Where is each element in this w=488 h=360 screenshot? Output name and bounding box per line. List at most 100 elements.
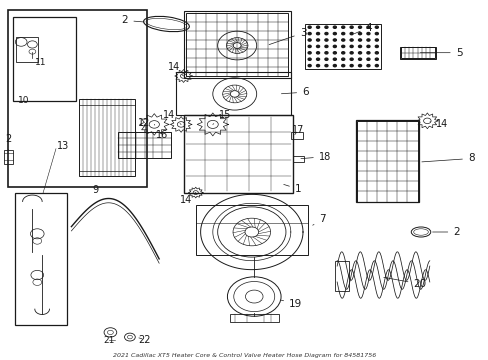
Bar [195, 205, 307, 255]
Circle shape [375, 64, 378, 67]
Circle shape [375, 52, 378, 54]
Text: 9: 9 [93, 185, 99, 195]
Text: 22: 22 [138, 334, 150, 345]
Circle shape [307, 52, 310, 54]
Text: 12: 12 [138, 118, 150, 132]
Bar [176, 72, 290, 116]
Circle shape [375, 32, 378, 35]
Bar [305, 24, 380, 69]
Text: 19: 19 [281, 299, 302, 309]
Circle shape [375, 58, 378, 60]
Bar [355, 120, 418, 202]
Text: 8: 8 [421, 153, 473, 163]
Circle shape [316, 64, 319, 67]
Circle shape [307, 58, 310, 60]
Circle shape [366, 58, 369, 60]
Circle shape [324, 52, 327, 54]
Circle shape [366, 39, 369, 41]
Circle shape [333, 39, 336, 41]
Text: 4: 4 [354, 23, 371, 34]
Circle shape [341, 52, 344, 54]
Bar [15, 193, 66, 325]
Circle shape [316, 32, 319, 35]
Circle shape [324, 39, 327, 41]
Bar [356, 121, 417, 202]
Circle shape [333, 58, 336, 60]
Circle shape [366, 52, 369, 54]
Text: 10: 10 [18, 96, 29, 105]
Circle shape [349, 32, 352, 35]
Circle shape [316, 26, 319, 28]
Circle shape [349, 39, 352, 41]
Circle shape [349, 64, 352, 67]
Bar [400, 47, 434, 58]
Circle shape [307, 32, 310, 35]
Circle shape [307, 45, 310, 48]
Circle shape [358, 58, 361, 60]
Bar [8, 10, 147, 187]
Circle shape [316, 45, 319, 48]
Circle shape [358, 26, 361, 28]
Bar [399, 46, 435, 59]
Circle shape [358, 39, 361, 41]
Circle shape [324, 26, 327, 28]
Circle shape [307, 64, 310, 67]
Text: 18: 18 [300, 152, 330, 162]
Text: 7: 7 [312, 215, 325, 225]
Circle shape [375, 26, 378, 28]
Text: 2: 2 [122, 15, 144, 26]
Bar [183, 12, 290, 78]
Circle shape [358, 45, 361, 48]
Circle shape [341, 58, 344, 60]
Bar [3, 149, 13, 164]
Circle shape [316, 52, 319, 54]
Circle shape [341, 26, 344, 28]
Circle shape [333, 32, 336, 35]
Text: 11: 11 [35, 58, 46, 67]
Text: 13: 13 [57, 141, 69, 151]
Bar [16, 37, 38, 62]
Text: 21: 21 [103, 336, 114, 345]
Bar [183, 116, 293, 193]
Circle shape [333, 45, 336, 48]
Bar [185, 13, 288, 76]
Circle shape [307, 39, 310, 41]
Circle shape [333, 26, 336, 28]
Circle shape [316, 39, 319, 41]
Text: 14: 14 [180, 193, 195, 205]
Text: 5: 5 [420, 48, 462, 58]
Circle shape [366, 32, 369, 35]
Circle shape [375, 45, 378, 48]
Circle shape [349, 58, 352, 60]
Text: 15: 15 [212, 111, 231, 125]
Circle shape [341, 32, 344, 35]
Text: 1: 1 [283, 184, 301, 194]
Circle shape [333, 52, 336, 54]
Text: 16: 16 [154, 125, 167, 140]
Circle shape [333, 64, 336, 67]
Circle shape [366, 45, 369, 48]
Bar [79, 99, 135, 176]
Circle shape [358, 64, 361, 67]
Circle shape [349, 52, 352, 54]
Circle shape [324, 64, 327, 67]
Circle shape [341, 39, 344, 41]
Text: 2: 2 [432, 227, 459, 237]
Circle shape [324, 45, 327, 48]
Bar [229, 315, 278, 321]
Text: 17: 17 [291, 125, 304, 135]
Bar [118, 132, 171, 158]
Text: 14: 14 [429, 120, 447, 129]
Bar [13, 17, 76, 101]
Circle shape [366, 64, 369, 67]
Bar [334, 261, 348, 291]
Circle shape [307, 26, 310, 28]
Text: 14: 14 [163, 111, 181, 125]
Circle shape [324, 58, 327, 60]
Text: 2: 2 [5, 134, 12, 149]
Circle shape [341, 64, 344, 67]
Text: 6: 6 [281, 87, 308, 97]
Circle shape [349, 26, 352, 28]
Circle shape [341, 45, 344, 48]
Circle shape [358, 52, 361, 54]
